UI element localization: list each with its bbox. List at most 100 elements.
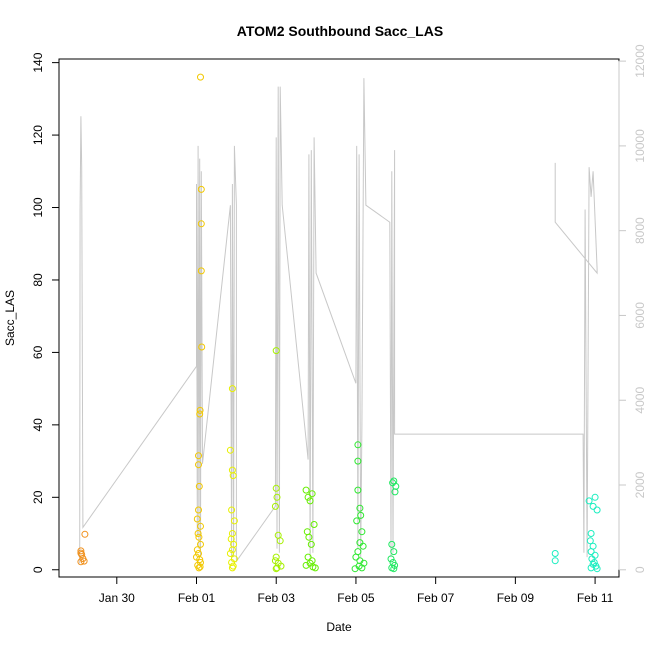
data-point bbox=[193, 515, 201, 523]
y2-tick-label: 12000 bbox=[633, 44, 647, 78]
x-tick-label: Feb 07 bbox=[417, 591, 455, 605]
data-point bbox=[197, 185, 205, 193]
data-point bbox=[81, 530, 89, 538]
data-point bbox=[78, 551, 86, 558]
data-point bbox=[228, 385, 236, 393]
x-tick-label: Jan 30 bbox=[99, 591, 135, 605]
data-point bbox=[302, 561, 310, 569]
data-point bbox=[589, 502, 597, 510]
data-point bbox=[302, 486, 310, 494]
x-axis-label: Date bbox=[326, 620, 352, 634]
y-tick-label: 0 bbox=[31, 566, 45, 573]
data-point bbox=[586, 537, 594, 545]
x-tick-label: Feb 11 bbox=[577, 591, 614, 605]
data-point bbox=[77, 558, 85, 566]
data-point bbox=[591, 493, 599, 501]
data-point bbox=[195, 461, 202, 469]
data-point bbox=[228, 506, 236, 514]
data-point bbox=[311, 564, 319, 572]
data-point bbox=[272, 484, 280, 492]
data-point bbox=[354, 457, 362, 465]
data-point bbox=[387, 555, 395, 563]
data-point bbox=[353, 517, 361, 525]
y-axis-label: Sacc_LAS bbox=[3, 290, 17, 346]
data-point bbox=[194, 530, 202, 537]
data-point bbox=[226, 446, 234, 454]
data-point bbox=[196, 406, 204, 414]
data-point bbox=[587, 548, 595, 556]
y2-line bbox=[79, 78, 598, 564]
data-point bbox=[197, 220, 205, 228]
data-point bbox=[228, 546, 236, 554]
data-point bbox=[593, 506, 601, 514]
data-point bbox=[358, 564, 366, 572]
data-point bbox=[195, 506, 202, 514]
y-tick-label: 80 bbox=[31, 273, 45, 287]
y2-axis: 0 2000 4000 6000 8000 10000 12000 bbox=[618, 44, 647, 573]
data-point bbox=[272, 347, 280, 355]
x-tick-label: Feb 09 bbox=[497, 591, 535, 605]
data-point bbox=[228, 530, 236, 537]
data-point bbox=[229, 472, 237, 480]
data-point bbox=[352, 553, 360, 561]
data-point bbox=[390, 565, 398, 573]
data-point bbox=[272, 565, 280, 573]
y-tick-label: 20 bbox=[31, 490, 45, 504]
y-tick-label: 120 bbox=[31, 125, 45, 145]
data-point bbox=[273, 564, 281, 572]
y-tick-label: 140 bbox=[31, 52, 45, 72]
data-point bbox=[196, 410, 204, 418]
data-point bbox=[356, 504, 364, 512]
data-point bbox=[198, 343, 206, 351]
data-point bbox=[193, 546, 201, 554]
data-point bbox=[304, 553, 312, 561]
data-point bbox=[197, 73, 204, 81]
x-tick-label: Feb 03 bbox=[258, 591, 296, 605]
data-point bbox=[273, 493, 281, 501]
data-point bbox=[390, 548, 398, 556]
data-point bbox=[310, 521, 318, 528]
data-point bbox=[304, 493, 312, 501]
data-point bbox=[551, 550, 559, 557]
x-axis: Jan 30 Feb 01 Feb 03 Feb 05 Feb 07 Feb 09 Feb … bbox=[99, 577, 614, 605]
data-point bbox=[307, 540, 315, 548]
data-point bbox=[77, 547, 85, 555]
data-point bbox=[351, 565, 359, 573]
y2-line-series bbox=[79, 78, 598, 564]
y2-tick-label: 4000 bbox=[633, 387, 647, 414]
y-tick-label: 40 bbox=[31, 418, 45, 432]
data-point bbox=[354, 441, 362, 449]
data-point bbox=[196, 563, 204, 571]
x-tick-label: Feb 01 bbox=[178, 591, 216, 605]
x-tick-label: Feb 05 bbox=[337, 591, 375, 605]
data-point bbox=[228, 564, 236, 572]
y2-tick-label: 2000 bbox=[633, 471, 647, 498]
y-axis: 0 20 40 60 80 100 120 140 bbox=[31, 52, 59, 573]
data-point bbox=[593, 565, 601, 573]
chart-title: ATOM2 Southbound Sacc_LAS bbox=[237, 23, 443, 39]
data-point bbox=[228, 559, 236, 566]
scatter-points bbox=[77, 73, 601, 573]
data-point bbox=[585, 497, 593, 505]
data-point bbox=[354, 486, 362, 494]
data-point bbox=[197, 522, 204, 530]
y2-tick-label: 0 bbox=[633, 566, 647, 573]
y2-tick-label: 8000 bbox=[633, 217, 647, 244]
data-point bbox=[276, 537, 284, 545]
data-point bbox=[392, 482, 400, 490]
y-tick-label: 60 bbox=[31, 345, 45, 359]
data-point bbox=[271, 502, 279, 510]
plot-frame bbox=[58, 58, 620, 578]
data-point bbox=[305, 533, 313, 541]
data-point bbox=[195, 452, 202, 460]
data-point bbox=[197, 540, 204, 548]
data-point bbox=[358, 528, 366, 536]
data-point bbox=[357, 511, 365, 519]
y2-tick-label: 10000 bbox=[633, 129, 647, 163]
data-point bbox=[359, 542, 367, 550]
y2-tick-label: 6000 bbox=[633, 302, 647, 329]
data-point bbox=[272, 553, 280, 561]
data-point bbox=[230, 517, 238, 525]
data-point bbox=[80, 557, 88, 565]
